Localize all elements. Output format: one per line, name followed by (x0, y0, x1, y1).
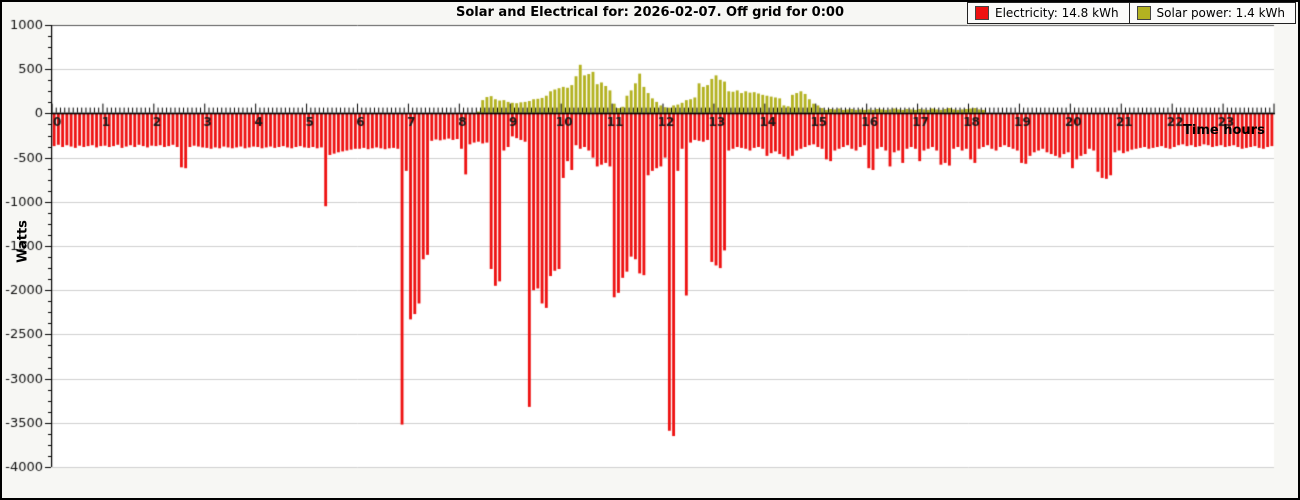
x-axis-title: Time hours (1183, 123, 1265, 138)
legend-item-electricity: Electricity: 14.8 kWh (968, 3, 1129, 23)
electricity-swatch-icon (975, 6, 989, 20)
legend: Electricity: 14.8 kWh Solar power: 1.4 k… (967, 2, 1296, 24)
y-axis-title: Watts (15, 220, 31, 263)
solar-swatch-icon (1136, 6, 1151, 20)
legend-label-solar: Solar power: 1.4 kWh (1156, 6, 1285, 20)
legend-item-solar: Solar power: 1.4 kWh (1128, 3, 1295, 23)
legend-label-electricity: Electricity: 14.8 kWh (995, 6, 1119, 20)
